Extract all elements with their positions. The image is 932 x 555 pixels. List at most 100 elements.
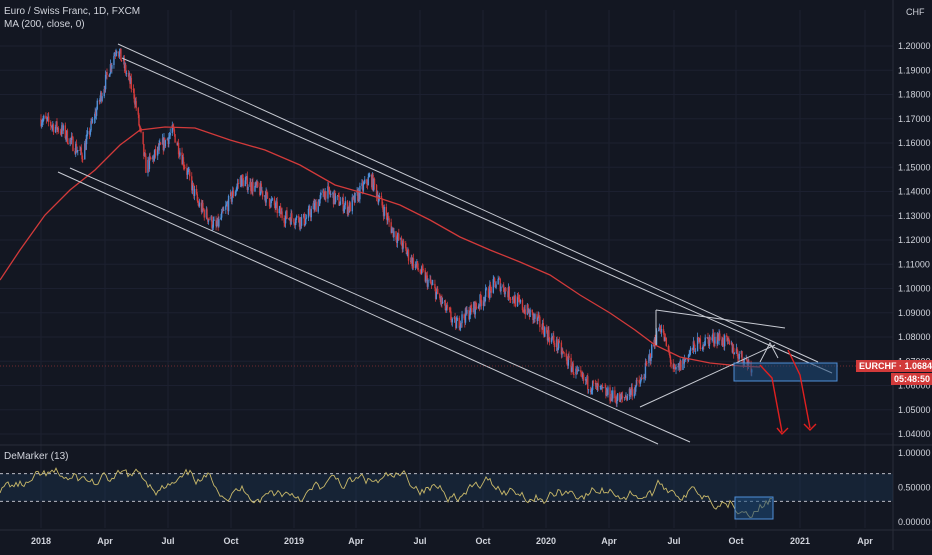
candle-body bbox=[80, 147, 82, 154]
candle-body bbox=[109, 73, 111, 77]
ma-legend: MA (200, close, 0) bbox=[4, 19, 85, 30]
candle-body bbox=[139, 127, 142, 129]
candle-body bbox=[89, 130, 92, 135]
candle-body bbox=[133, 89, 135, 99]
candle-body bbox=[266, 190, 268, 193]
candle-body bbox=[702, 344, 704, 348]
candle-body bbox=[571, 367, 573, 372]
candle-body bbox=[512, 296, 515, 302]
candle-body bbox=[616, 393, 619, 401]
candle-body bbox=[329, 192, 331, 195]
candle-body bbox=[434, 283, 436, 288]
candle-body bbox=[283, 217, 285, 223]
candle-body bbox=[153, 154, 155, 161]
candle-body bbox=[295, 215, 298, 218]
candle-body bbox=[657, 330, 660, 332]
candle-body bbox=[291, 213, 293, 219]
candle-body bbox=[149, 155, 151, 158]
candle-body bbox=[670, 362, 672, 364]
candle-body bbox=[639, 380, 642, 384]
candle-body bbox=[148, 155, 151, 169]
candle-body bbox=[211, 227, 214, 229]
candle-body bbox=[456, 317, 458, 321]
candle-body bbox=[499, 278, 501, 292]
candle-body bbox=[270, 199, 272, 207]
candle-body bbox=[317, 201, 319, 212]
time-tick-label: Oct bbox=[728, 536, 743, 546]
candle-body bbox=[437, 289, 439, 295]
candle-body bbox=[550, 337, 553, 343]
candle-body bbox=[398, 233, 400, 240]
candle-body bbox=[527, 304, 529, 313]
projection-arrow-1 bbox=[759, 364, 783, 433]
candle-body bbox=[422, 268, 424, 271]
price-tick-label: 1.12000 bbox=[898, 235, 931, 245]
candle-body bbox=[323, 190, 325, 197]
candle-body bbox=[96, 100, 98, 110]
price-tick-label: 1.06000 bbox=[898, 381, 931, 391]
candle-body bbox=[417, 268, 419, 270]
candle-body bbox=[320, 192, 322, 196]
candle-body bbox=[195, 188, 198, 195]
candle-body bbox=[567, 355, 570, 366]
candle-body bbox=[197, 200, 199, 204]
candle-body bbox=[660, 329, 663, 333]
candle-body bbox=[694, 344, 696, 352]
candle-body bbox=[524, 309, 526, 315]
candle-body bbox=[213, 219, 215, 221]
candle-body bbox=[207, 219, 210, 222]
candle-body bbox=[211, 216, 213, 228]
candle-body bbox=[610, 400, 612, 402]
candle-body bbox=[470, 305, 472, 309]
candle-body bbox=[746, 358, 748, 361]
candle-body bbox=[339, 201, 342, 205]
candle-body bbox=[138, 114, 140, 126]
candle-body bbox=[493, 278, 496, 283]
candle-body bbox=[664, 337, 666, 341]
candle-body bbox=[649, 353, 652, 362]
candle-body bbox=[692, 341, 695, 351]
candle-body bbox=[130, 77, 133, 90]
candle-body bbox=[186, 170, 189, 175]
candle-body bbox=[137, 108, 139, 115]
time-tick-label: 2018 bbox=[31, 536, 51, 546]
candle-body bbox=[145, 156, 147, 173]
candle-body bbox=[236, 183, 239, 187]
candle-body bbox=[125, 73, 128, 75]
candle-body bbox=[580, 370, 582, 373]
candle-body bbox=[307, 208, 310, 218]
candle-body bbox=[227, 196, 230, 212]
candle-body bbox=[612, 390, 614, 399]
candle-body bbox=[202, 202, 204, 209]
chart-title: Euro / Swiss Franc, 1D, FXCM bbox=[4, 6, 141, 17]
candle-body bbox=[601, 385, 604, 388]
candle-body bbox=[560, 342, 563, 355]
candle-body bbox=[631, 387, 633, 397]
candle-body bbox=[342, 197, 344, 212]
candle-body bbox=[279, 206, 282, 215]
candle-body bbox=[188, 170, 191, 177]
candle-body bbox=[519, 300, 522, 303]
candle-body bbox=[295, 217, 297, 224]
candle-body bbox=[562, 351, 565, 353]
candle-body bbox=[683, 358, 686, 364]
osc-zone bbox=[734, 496, 774, 520]
candle-body bbox=[138, 125, 141, 128]
price-tick-label: 1.09000 bbox=[898, 308, 931, 318]
time-tick-label: 2020 bbox=[536, 536, 556, 546]
candle-body bbox=[400, 238, 403, 246]
candle-body bbox=[630, 390, 632, 395]
candle-body bbox=[47, 116, 50, 122]
candle-body bbox=[405, 248, 408, 255]
candle-body bbox=[284, 215, 287, 224]
candle-body bbox=[388, 218, 390, 223]
oscillator-line bbox=[0, 467, 773, 518]
candle-body bbox=[67, 143, 69, 144]
candle-body bbox=[482, 300, 485, 306]
candle-body bbox=[589, 389, 592, 393]
candle-body bbox=[182, 157, 185, 166]
oscillator-label: DeMarker (13) bbox=[4, 451, 69, 462]
